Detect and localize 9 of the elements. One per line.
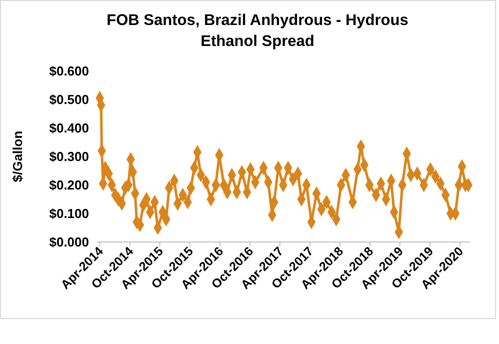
y-tick-label: $0.600 <box>49 64 89 79</box>
y-tick-label: $0.100 <box>49 206 89 222</box>
y-tick-label: $0.300 <box>49 149 89 164</box>
y-tick-label: $0.000 <box>49 234 89 250</box>
chart-title: FOB Santos, Brazil Anhydrous - Hydrous Ethanol Spread <box>106 12 408 50</box>
y-tick-label: $0.200 <box>49 178 89 193</box>
y-tick-label: $0.400 <box>49 120 89 136</box>
y-tick-label: $0.500 <box>49 92 89 108</box>
y-axis-title: $/Gallon <box>10 130 25 182</box>
